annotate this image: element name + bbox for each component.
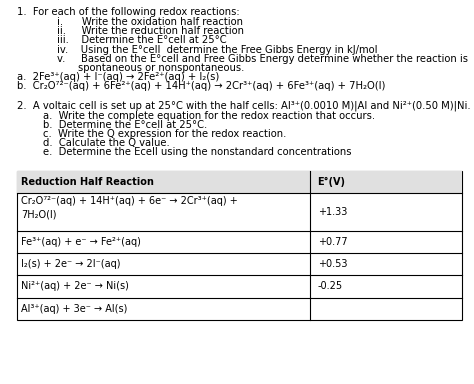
Text: b.  Determine the E°cell at 25°C.: b. Determine the E°cell at 25°C. [43, 120, 207, 130]
Text: v.     Based on the E°cell and Free Gibbs Energy determine whether the reaction : v. Based on the E°cell and Free Gibbs En… [57, 54, 468, 64]
Text: Reduction Half Reaction: Reduction Half Reaction [21, 177, 154, 187]
Text: Cr₂O⁷²⁻(aq) + 14H⁺(aq) + 6e⁻ → 2Cr³⁺(aq) +
7H₂O(l): Cr₂O⁷²⁻(aq) + 14H⁺(aq) + 6e⁻ → 2Cr³⁺(aq)… [21, 196, 238, 220]
Bar [17, 171, 462, 193]
Text: i.      Write the oxidation half reaction: i. Write the oxidation half reaction [57, 17, 243, 27]
Text: 1.  For each of the following redox reactions:: 1. For each of the following redox react… [17, 7, 239, 17]
Text: 2.  A voltaic cell is set up at 25°C with the half cells: Al³⁺(0.0010 M)|Al and : 2. A voltaic cell is set up at 25°C with… [17, 101, 470, 111]
Text: e.  Determine the Ecell using the nonstandard concentrations: e. Determine the Ecell using the nonstan… [43, 147, 351, 157]
Text: E°(V): E°(V) [318, 177, 346, 187]
Text: iv.    Using the E°cell  determine the Free Gibbs Energy in kJ/mol: iv. Using the E°cell determine the Free … [57, 45, 377, 55]
Text: -0.25: -0.25 [318, 281, 343, 291]
Text: iii.    Determine the E°cell at 25°C: iii. Determine the E°cell at 25°C [57, 35, 227, 45]
Text: I₂(s) + 2e⁻ → 2I⁻(aq): I₂(s) + 2e⁻ → 2I⁻(aq) [21, 259, 121, 269]
Text: Ni²⁺(aq) + 2e⁻ → Ni(s): Ni²⁺(aq) + 2e⁻ → Ni(s) [21, 281, 129, 291]
Text: d.  Calculate the Q value.: d. Calculate the Q value. [43, 138, 169, 148]
Text: a.  2Fe³⁺(aq) + I⁻(aq) → 2Fe²⁺(aq) + I₂(s): a. 2Fe³⁺(aq) + I⁻(aq) → 2Fe²⁺(aq) + I₂(s… [17, 72, 219, 82]
Text: c.  Write the Q expression for the redox reaction.: c. Write the Q expression for the redox … [43, 129, 286, 139]
Text: Fe³⁺(aq) + e⁻ → Fe²⁺(aq): Fe³⁺(aq) + e⁻ → Fe²⁺(aq) [21, 237, 141, 247]
Text: b.  Cr₂O⁷²⁻(aq) + 6Fe²⁺(aq) + 14H⁺(aq) → 2Cr³⁺(aq) + 6Fe³⁺(aq) + 7H₂O(l): b. Cr₂O⁷²⁻(aq) + 6Fe²⁺(aq) + 14H⁺(aq) → … [17, 81, 385, 91]
Text: +1.33: +1.33 [318, 207, 347, 217]
Bar [17, 171, 462, 320]
Text: ii.     Write the reduction half reaction: ii. Write the reduction half reaction [57, 26, 244, 36]
Text: Al³⁺(aq) + 3e⁻ → Al(s): Al³⁺(aq) + 3e⁻ → Al(s) [21, 304, 128, 314]
Text: spontaneous or nonspontaneous.: spontaneous or nonspontaneous. [78, 63, 245, 73]
Text: a.  Write the complete equation for the redox reaction that occurs.: a. Write the complete equation for the r… [43, 111, 375, 121]
Text: +0.77: +0.77 [318, 237, 347, 247]
Text: +0.53: +0.53 [318, 259, 347, 269]
